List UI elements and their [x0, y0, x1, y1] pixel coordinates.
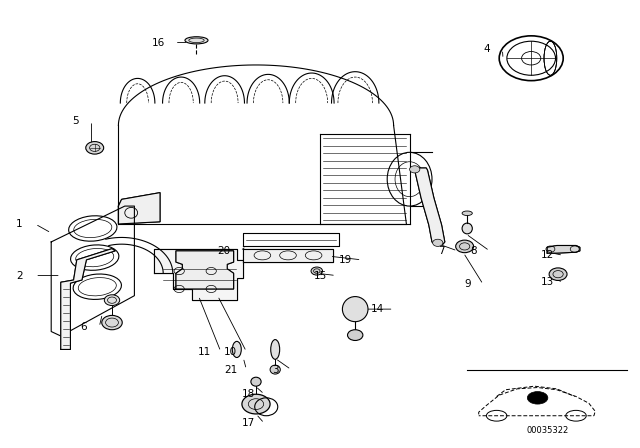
Text: 14: 14	[371, 304, 384, 314]
Text: 13: 13	[541, 277, 554, 287]
Text: 20: 20	[218, 246, 230, 256]
Text: 21: 21	[224, 365, 237, 375]
Text: 3: 3	[272, 365, 278, 375]
Ellipse shape	[102, 315, 122, 330]
Text: 11: 11	[198, 347, 211, 357]
Text: 5: 5	[72, 116, 79, 126]
Ellipse shape	[104, 295, 120, 306]
Ellipse shape	[527, 392, 548, 404]
Text: 6: 6	[80, 322, 86, 332]
Text: 18: 18	[242, 389, 255, 399]
Ellipse shape	[433, 239, 443, 246]
Ellipse shape	[462, 223, 472, 234]
Ellipse shape	[242, 394, 270, 414]
Text: 17: 17	[242, 418, 255, 428]
Ellipse shape	[342, 297, 368, 322]
Text: 4: 4	[483, 44, 490, 54]
Ellipse shape	[251, 377, 261, 386]
Ellipse shape	[185, 37, 208, 44]
Polygon shape	[413, 168, 445, 244]
Polygon shape	[176, 251, 234, 289]
Ellipse shape	[232, 341, 241, 358]
Ellipse shape	[271, 340, 280, 359]
Text: 00035322: 00035322	[526, 426, 568, 435]
Ellipse shape	[348, 330, 363, 340]
Text: 12: 12	[541, 250, 554, 260]
Ellipse shape	[456, 240, 474, 253]
Text: 9: 9	[464, 280, 470, 289]
Text: 19: 19	[339, 255, 352, 265]
Ellipse shape	[549, 268, 567, 280]
Text: 15: 15	[314, 271, 326, 280]
Polygon shape	[61, 249, 115, 349]
Text: 1: 1	[16, 219, 22, 229]
Ellipse shape	[311, 267, 323, 275]
Polygon shape	[154, 249, 243, 300]
Polygon shape	[547, 246, 580, 253]
Polygon shape	[118, 193, 160, 224]
Ellipse shape	[410, 166, 420, 173]
Text: 8: 8	[470, 246, 477, 256]
Text: 2: 2	[16, 271, 22, 280]
Polygon shape	[243, 249, 333, 262]
Text: 10: 10	[224, 347, 237, 357]
Text: 16: 16	[152, 38, 165, 47]
Text: 7: 7	[438, 246, 445, 256]
Ellipse shape	[462, 211, 472, 215]
Ellipse shape	[86, 142, 104, 154]
Ellipse shape	[270, 365, 280, 374]
